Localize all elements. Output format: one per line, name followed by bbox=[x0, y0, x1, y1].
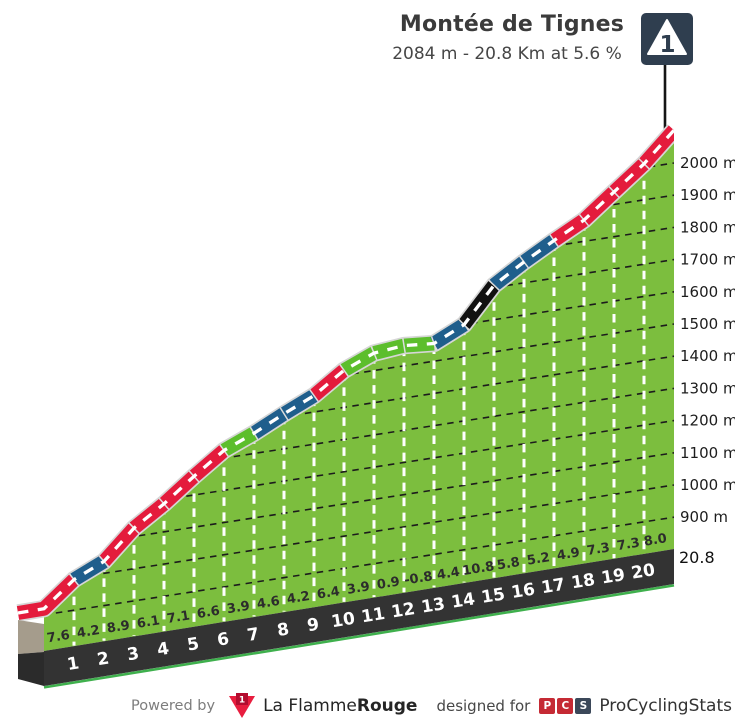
road-km-divider bbox=[279, 407, 289, 421]
start-pedestal-side bbox=[18, 620, 44, 654]
km-tick-label: 20 bbox=[630, 560, 657, 584]
km-tick-label: 9 bbox=[306, 615, 321, 637]
elevation-gridline bbox=[44, 387, 674, 487]
elevation-gridline bbox=[44, 452, 674, 552]
elevation-tick-label: 1900 m bbox=[680, 186, 735, 204]
pcs-letter-c: C bbox=[557, 698, 574, 714]
footer: Powered by 1 La FlammeRouge designed for… bbox=[0, 691, 732, 721]
km-tick-label: 15 bbox=[480, 584, 507, 608]
terrain-area bbox=[44, 130, 674, 651]
km-tick-label: 8 bbox=[276, 619, 291, 641]
climb-category-icon: 1 bbox=[641, 13, 693, 65]
km-tick-label: 19 bbox=[600, 565, 627, 589]
elevation-tick-label: 1700 m bbox=[680, 251, 735, 269]
elevation-tick-label: 2000 m bbox=[680, 154, 735, 172]
road-km-divider bbox=[309, 389, 319, 402]
road-centerline bbox=[17, 129, 674, 615]
km-tick-label: 17 bbox=[540, 575, 567, 599]
elevation-gridline bbox=[44, 291, 674, 391]
elevation-gridline bbox=[44, 258, 674, 359]
km-tick-label: 14 bbox=[450, 589, 477, 613]
gradient-label: 5.2 bbox=[526, 550, 551, 568]
gradient-label: 6.4 bbox=[316, 584, 341, 602]
road-km-divider bbox=[339, 364, 349, 377]
gradient-label: 4.6 bbox=[256, 594, 281, 612]
gradient-label: 7.3 bbox=[616, 536, 641, 554]
gradient-label: 7.1 bbox=[166, 608, 191, 626]
elevation-gridline bbox=[44, 419, 674, 520]
gradient-label: 4.2 bbox=[286, 589, 311, 607]
km-tick-label: 3 bbox=[126, 644, 141, 666]
km-tick-label: 1 bbox=[66, 653, 81, 675]
km-axis-band bbox=[44, 549, 674, 686]
gradient-label: 7.6 bbox=[46, 628, 71, 646]
gradient-label: 4.9 bbox=[556, 545, 581, 563]
laflammerouge-wordmark: La FlammeRouge bbox=[263, 696, 417, 716]
climb-profile-chart: 900 m 1000 m 1100 m 1200 m 1300 m 1400 m 1500 … bbox=[16, 13, 735, 689]
gradient-label: 0.9 bbox=[376, 574, 401, 592]
gradient-label: 7.3 bbox=[586, 540, 611, 558]
road-km-divider bbox=[402, 338, 406, 353]
end-km-label: 20.8 bbox=[679, 548, 715, 567]
km-tick-label: 7 bbox=[246, 624, 261, 646]
gradient-label: 4.2 bbox=[76, 623, 101, 641]
road bbox=[16, 124, 674, 622]
svg-text:1: 1 bbox=[239, 696, 245, 706]
gradient-label: 4.4 bbox=[436, 565, 461, 583]
gradient-label: 5.8 bbox=[496, 555, 521, 573]
elevation-tick-label: 1000 m bbox=[680, 476, 735, 494]
pcs-letter-s: S bbox=[575, 698, 592, 714]
gradient-label: 3.9 bbox=[226, 599, 251, 617]
gradient-label: -0.8 bbox=[403, 569, 433, 588]
elevation-gridline bbox=[44, 323, 674, 423]
elevation-tick-label: 900 m bbox=[680, 508, 728, 526]
band-underline bbox=[43, 584, 675, 689]
gradient-label: 8.9 bbox=[106, 618, 131, 636]
km-tick-label: 10 bbox=[330, 609, 357, 633]
elevation-tick-label: 1400 m bbox=[680, 347, 735, 365]
page-title: Montée de Tignes bbox=[399, 12, 625, 37]
road-km-divider bbox=[488, 279, 500, 291]
km-tick-label: 4 bbox=[156, 639, 171, 661]
procyclingstats-wordmark: ProCyclingStats bbox=[599, 696, 732, 716]
km-tick-label: 13 bbox=[420, 594, 447, 618]
km-tick-label: 6 bbox=[216, 629, 231, 651]
elevation-tick-label: 1800 m bbox=[680, 218, 735, 236]
elevation-gridline bbox=[44, 355, 674, 455]
designed-for-label: designed for bbox=[436, 697, 531, 715]
lfr-name-bold: Rouge bbox=[356, 696, 418, 716]
elevation-tick-label: 1600 m bbox=[680, 283, 735, 301]
km-tick-label: 12 bbox=[390, 599, 417, 623]
powered-by-label: Powered by bbox=[131, 698, 216, 714]
km-tick-label: 5 bbox=[186, 634, 201, 656]
elevation-tick-label: 1200 m bbox=[680, 412, 735, 430]
km-tick-label: 2 bbox=[96, 649, 111, 671]
pcs-letter-p: P bbox=[539, 698, 556, 714]
gradient-label: 8.0 bbox=[643, 531, 668, 549]
elevation-tick-label: 1300 m bbox=[680, 379, 735, 397]
elevation-gridline bbox=[44, 516, 674, 616]
gradient-label: 3.9 bbox=[346, 579, 371, 597]
gradient-label: 6.1 bbox=[136, 613, 161, 631]
km-guide-lines bbox=[72, 165, 646, 646]
elevation-tick-label: 1500 m bbox=[680, 315, 735, 333]
start-pedestal-base bbox=[18, 652, 44, 686]
gradient-label: 10.8 bbox=[461, 559, 495, 579]
km-tick-label: 11 bbox=[360, 604, 387, 628]
km-tick-label: 16 bbox=[510, 580, 537, 604]
page-subtitle: 2084 m - 20.8 Km at 5.6 % bbox=[392, 44, 622, 64]
pcs-logo-icon: P C S bbox=[539, 698, 593, 714]
category-number: 1 bbox=[659, 32, 675, 58]
elevation-gridline bbox=[44, 226, 674, 326]
elevation-gridline bbox=[44, 484, 674, 584]
elevation-tick-label: 1100 m bbox=[680, 444, 735, 462]
laflammerouge-logo-icon: 1 bbox=[228, 693, 256, 719]
km-tick-label: 18 bbox=[570, 570, 597, 594]
gradient-label: 6.6 bbox=[196, 604, 221, 622]
lfr-name-regular: La Flamme bbox=[263, 696, 357, 716]
